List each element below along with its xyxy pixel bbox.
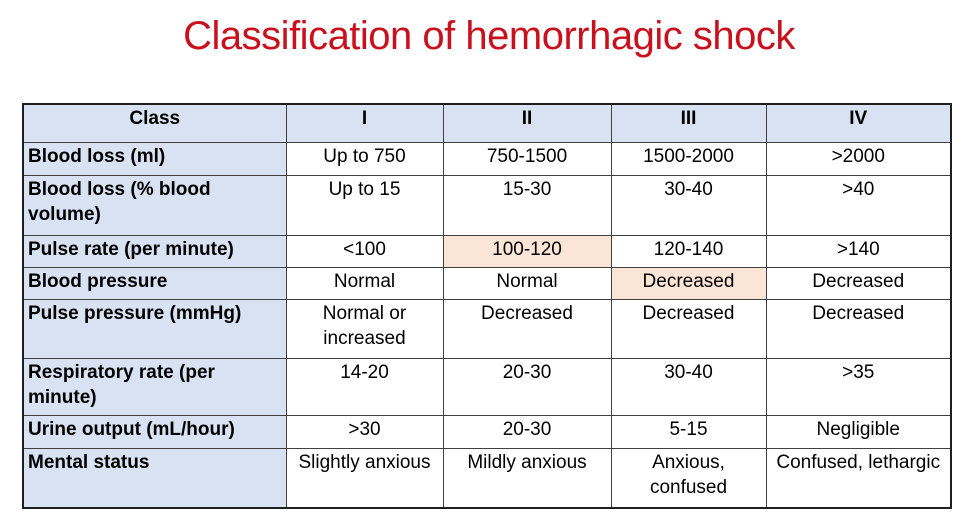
table-cell: <100 <box>285 235 444 268</box>
table-row-blood-loss-ml: Blood loss (ml) Up to 750 750-1500 1500-… <box>22 142 952 176</box>
row-label-respiratory-rate: Respiratory rate (per minute) <box>22 358 287 416</box>
table-cell: 30-40 <box>610 358 767 416</box>
column-header-class-ii: II <box>442 103 612 143</box>
table-cell: 1500-2000 <box>610 142 767 176</box>
table-row-blood-pressure: Blood pressure Normal Normal Decreased D… <box>22 267 952 300</box>
table-row-pulse-pressure: Pulse pressure (mmHg) Normal or increase… <box>22 299 952 359</box>
table-row-respiratory-rate: Respiratory rate (per minute) 14-20 20-3… <box>22 358 952 416</box>
column-header-class-i: I <box>285 103 444 143</box>
table-cell: Normal <box>442 267 612 300</box>
table-cell: Up to 750 <box>285 142 444 176</box>
table-cell: Confused, lethargic <box>765 448 952 508</box>
table-row-blood-loss-percent: Blood loss (% blood volume) Up to 15 15-… <box>22 175 952 236</box>
table-cell: Slightly anxious <box>285 448 444 508</box>
table-cell: Decreased <box>765 299 952 359</box>
table-cell: Up to 15 <box>285 175 444 236</box>
table-cell: 5-15 <box>610 415 767 449</box>
row-label-blood-loss-ml: Blood loss (ml) <box>22 142 287 176</box>
table-cell: 750-1500 <box>442 142 612 176</box>
row-label-mental-status: Mental status <box>22 448 287 508</box>
hemorrhagic-shock-table: Class I II III IV Blood loss (ml) Up to … <box>22 103 952 509</box>
table-row-mental-status: Mental status Slightly anxious Mildly an… <box>22 448 952 508</box>
row-label-pulse-pressure: Pulse pressure (mmHg) <box>22 299 287 359</box>
table-cell: 30-40 <box>610 175 767 236</box>
table-cell: Decreased <box>610 299 767 359</box>
column-header-class-iii: III <box>610 103 767 143</box>
page-title: Classification of hemorrhagic shock <box>183 14 795 58</box>
table-cell: 20-30 <box>442 415 612 449</box>
column-header-class-iv: IV <box>765 103 952 143</box>
table-cell: Anxious, confused <box>610 448 767 508</box>
table-cell: >140 <box>765 235 952 268</box>
table-cell: Normal or increased <box>285 299 444 359</box>
table-cell: >35 <box>765 358 952 416</box>
header-row: Class I II III IV <box>22 103 952 143</box>
table-cell: 15-30 <box>442 175 612 236</box>
table-cell: Mildly anxious <box>442 448 612 508</box>
table-cell: >40 <box>765 175 952 236</box>
table-cell: Negligible <box>765 415 952 449</box>
table-row-urine-output: Urine output (mL/hour) >30 20-30 5-15 Ne… <box>22 415 952 449</box>
row-label-blood-loss-percent: Blood loss (% blood volume) <box>22 175 287 236</box>
row-label-blood-pressure: Blood pressure <box>22 267 287 300</box>
slide: Classification of hemorrhagic shock Clas… <box>0 14 978 509</box>
table-cell-highlighted: Decreased <box>610 267 767 300</box>
table-cell: Decreased <box>442 299 612 359</box>
table-row-pulse-rate: Pulse rate (per minute) <100 100-120 120… <box>22 235 952 268</box>
table-cell: 20-30 <box>442 358 612 416</box>
table-cell: >30 <box>285 415 444 449</box>
table-cell: Decreased <box>765 267 952 300</box>
row-label-urine-output: Urine output (mL/hour) <box>22 415 287 449</box>
row-label-pulse-rate: Pulse rate (per minute) <box>22 235 287 268</box>
table-cell: 120-140 <box>610 235 767 268</box>
table-cell: Normal <box>285 267 444 300</box>
column-header-class: Class <box>22 103 287 143</box>
table-cell: >2000 <box>765 142 952 176</box>
table-cell-highlighted: 100-120 <box>442 235 612 268</box>
table-cell: 14-20 <box>285 358 444 416</box>
